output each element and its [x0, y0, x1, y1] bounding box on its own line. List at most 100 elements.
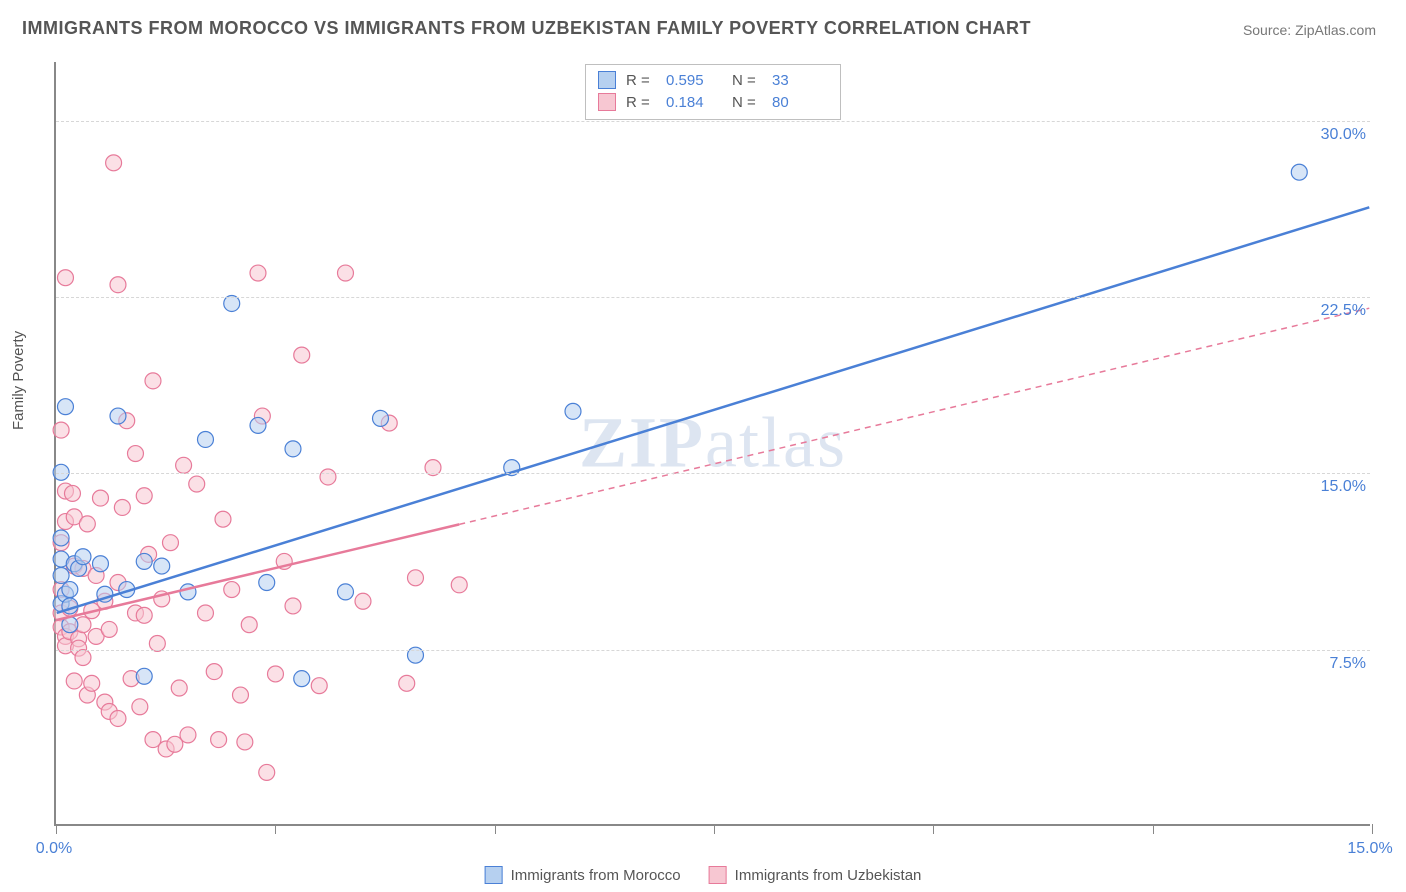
legend-swatch-a: [485, 866, 503, 884]
scatter-point: [233, 687, 249, 703]
scatter-point: [215, 511, 231, 527]
scatter-point: [171, 680, 187, 696]
scatter-point: [311, 678, 327, 694]
plot-area: ZIPatlas R = 0.595 N = 33 R = 0.184 N = …: [54, 62, 1370, 826]
scatter-point: [565, 403, 581, 419]
legend-label-b: Immigrants from Uzbekistan: [735, 867, 922, 884]
scatter-point: [176, 457, 192, 473]
n-value: 80: [772, 94, 828, 111]
scatter-point: [373, 410, 389, 426]
r-value: 0.595: [666, 72, 722, 89]
scatter-point: [136, 668, 152, 684]
scatter-point: [294, 671, 310, 687]
scatter-point: [211, 732, 227, 748]
legend-row-series-b: R = 0.184 N = 80: [598, 91, 828, 113]
n-value: 33: [772, 72, 828, 89]
scatter-point: [189, 476, 205, 492]
series-legend: Immigrants from Morocco Immigrants from …: [485, 866, 922, 884]
scatter-point: [110, 408, 126, 424]
legend-row-series-a: R = 0.595 N = 33: [598, 69, 828, 91]
scatter-point: [92, 490, 108, 506]
scatter-point: [53, 567, 69, 583]
y-axis-label: Family Poverty: [10, 331, 27, 430]
legend-item-a: Immigrants from Morocco: [485, 866, 681, 884]
scatter-point: [338, 265, 354, 281]
chart-title: IMMIGRANTS FROM MOROCCO VS IMMIGRANTS FR…: [22, 18, 1031, 39]
gridline: [56, 650, 1370, 651]
scatter-point: [79, 516, 95, 532]
legend-label-a: Immigrants from Morocco: [511, 867, 681, 884]
x-tick: [714, 824, 715, 834]
scatter-point: [132, 699, 148, 715]
legend-item-b: Immigrants from Uzbekistan: [709, 866, 922, 884]
scatter-point: [294, 347, 310, 363]
r-label: R =: [626, 72, 656, 89]
scatter-point: [285, 441, 301, 457]
scatter-point: [399, 675, 415, 691]
scatter-point: [136, 607, 152, 623]
chart-svg: [56, 62, 1370, 824]
scatter-point: [241, 617, 257, 633]
scatter-point: [57, 270, 73, 286]
y-tick-label: 22.5%: [1321, 302, 1372, 320]
scatter-point: [114, 499, 130, 515]
scatter-point: [338, 584, 354, 600]
scatter-point: [237, 734, 253, 750]
scatter-point: [127, 446, 143, 462]
gridline: [56, 121, 1370, 122]
scatter-point: [259, 764, 275, 780]
y-tick-label: 7.5%: [1330, 655, 1372, 673]
scatter-point: [53, 464, 69, 480]
scatter-point: [101, 621, 117, 637]
scatter-point: [180, 727, 196, 743]
scatter-point: [250, 417, 266, 433]
x-tick-label-left: 0.0%: [36, 840, 72, 858]
scatter-point: [320, 469, 336, 485]
scatter-point: [206, 664, 222, 680]
scatter-point: [451, 577, 467, 593]
correlation-legend: R = 0.595 N = 33 R = 0.184 N = 80: [585, 64, 841, 120]
gridline: [56, 297, 1370, 298]
r-value: 0.184: [666, 94, 722, 111]
source-label: Source: ZipAtlas.com: [1243, 22, 1376, 38]
scatter-point: [268, 666, 284, 682]
scatter-point: [145, 373, 161, 389]
x-tick: [56, 824, 57, 834]
legend-swatch-a: [598, 71, 616, 89]
n-label: N =: [732, 72, 762, 89]
scatter-point: [259, 575, 275, 591]
scatter-point: [62, 582, 78, 598]
gridline: [56, 473, 1370, 474]
x-tick: [1153, 824, 1154, 834]
legend-swatch-b: [598, 93, 616, 111]
scatter-point: [64, 485, 80, 501]
scatter-point: [106, 155, 122, 171]
trend-line-solid: [57, 524, 460, 620]
scatter-point: [408, 570, 424, 586]
scatter-point: [136, 488, 152, 504]
x-tick: [1372, 824, 1373, 834]
x-tick: [933, 824, 934, 834]
y-tick-label: 30.0%: [1321, 126, 1372, 144]
scatter-point: [66, 673, 82, 689]
scatter-point: [197, 605, 213, 621]
scatter-point: [53, 422, 69, 438]
scatter-point: [92, 556, 108, 572]
scatter-point: [136, 553, 152, 569]
scatter-point: [57, 399, 73, 415]
n-label: N =: [732, 94, 762, 111]
legend-swatch-b: [709, 866, 727, 884]
trend-line-dashed: [459, 308, 1369, 524]
y-tick-label: 15.0%: [1321, 478, 1372, 496]
scatter-point: [75, 549, 91, 565]
scatter-point: [75, 650, 91, 666]
scatter-point: [84, 675, 100, 691]
scatter-point: [110, 711, 126, 727]
scatter-point: [110, 277, 126, 293]
x-tick: [275, 824, 276, 834]
scatter-point: [53, 530, 69, 546]
x-tick-label-right: 15.0%: [1347, 840, 1392, 858]
scatter-point: [250, 265, 266, 281]
chart-container: IMMIGRANTS FROM MOROCCO VS IMMIGRANTS FR…: [0, 0, 1406, 892]
x-tick: [495, 824, 496, 834]
